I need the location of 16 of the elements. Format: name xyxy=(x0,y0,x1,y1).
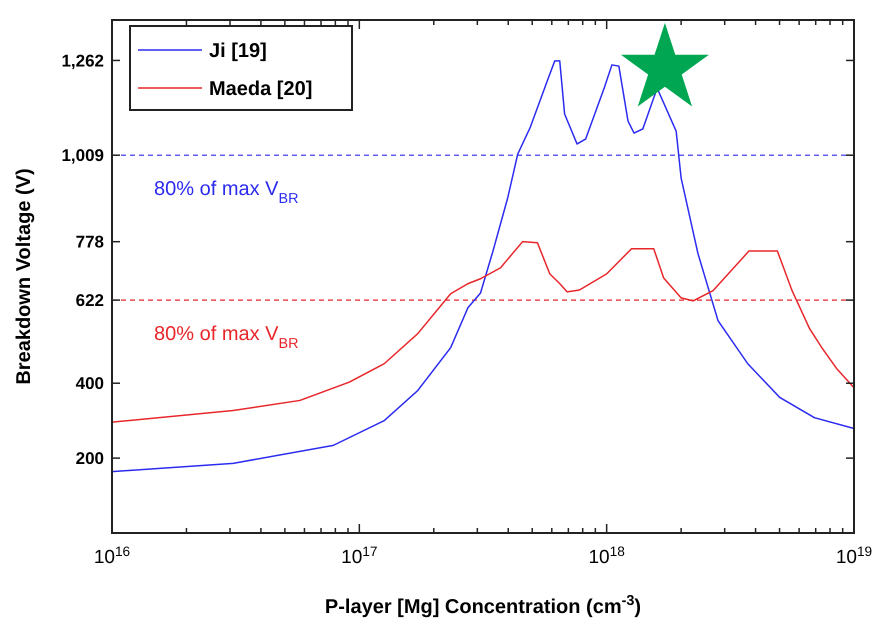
x-tick-label: 10$^{18}$ xyxy=(588,544,626,568)
x-tick-label: 10$^{16}$ xyxy=(94,544,130,568)
ref-line-label: 80% of max V$_{BR}$ xyxy=(154,323,299,352)
y-tick-label: 1,009 xyxy=(61,146,104,166)
x-axis-title: P-layer [Mg] Concentration (cm$^{-3}$) xyxy=(324,593,642,618)
legend-label: Ji [19] xyxy=(209,40,267,62)
x-tick-label: 10$^{17}$ xyxy=(341,544,378,568)
y-axis-title: Breakdown Voltage (V) xyxy=(13,168,35,385)
y-tick-label: 1,262 xyxy=(61,51,104,70)
y-tick-label: 200 xyxy=(76,449,104,468)
y-tick-label: 400 xyxy=(76,374,104,394)
legend-label: Maeda [20] xyxy=(209,78,312,100)
y-tick-label: 622 xyxy=(76,291,104,310)
ref-line-label: 80% of max V$_{BR}$ xyxy=(154,178,299,208)
x-tick-label: 10$^{19}$ xyxy=(836,544,872,568)
y-tick-label: 778 xyxy=(76,232,104,252)
